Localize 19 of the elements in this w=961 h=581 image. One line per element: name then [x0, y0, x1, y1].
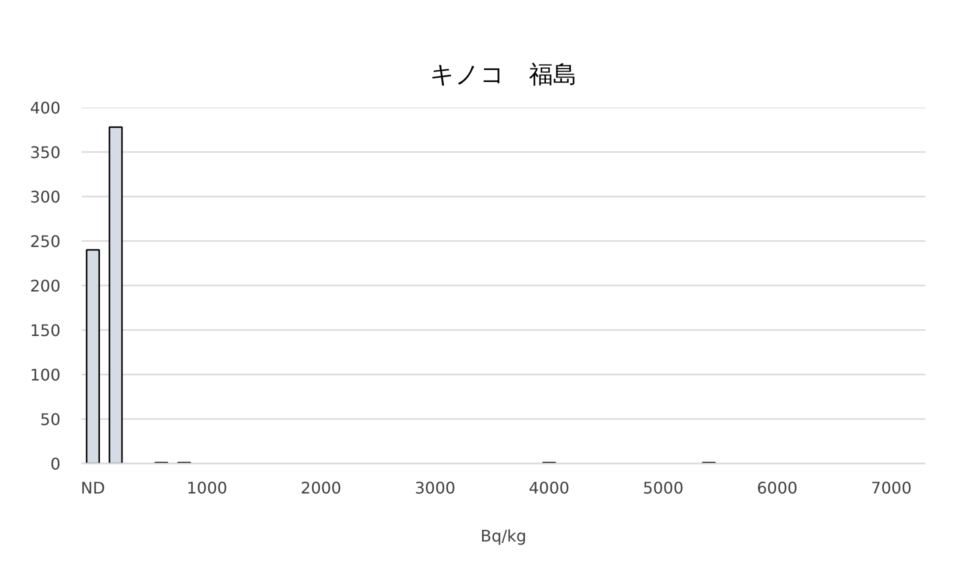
y-tick-label: 400: [30, 98, 61, 118]
y-tick-label: 150: [30, 321, 61, 340]
y-tick-label: 100: [30, 366, 61, 384]
x-tick-label: 4000: [528, 478, 570, 498]
x-tick-label: 5000: [642, 478, 684, 498]
y-tick-label: 300: [30, 188, 61, 206]
x-tick-label: 2000: [300, 478, 342, 498]
y-tick-label: 350: [30, 143, 61, 162]
x-tick-label: ND: [80, 478, 106, 498]
x-tick-label: 6000: [756, 478, 798, 498]
x-tick-label: 3000: [414, 478, 456, 498]
x-tick-label: 1000: [186, 478, 228, 498]
y-tick-label: 0: [50, 454, 61, 474]
y-tick-label: 200: [30, 276, 61, 296]
y-tick-label: 250: [30, 232, 61, 251]
x-tick-label: 7000: [870, 478, 912, 498]
x-axis-title: Bq/kg: [480, 526, 526, 546]
y-tick-label: 50: [40, 410, 60, 429]
chart-title: キノコ 福島: [430, 60, 577, 88]
